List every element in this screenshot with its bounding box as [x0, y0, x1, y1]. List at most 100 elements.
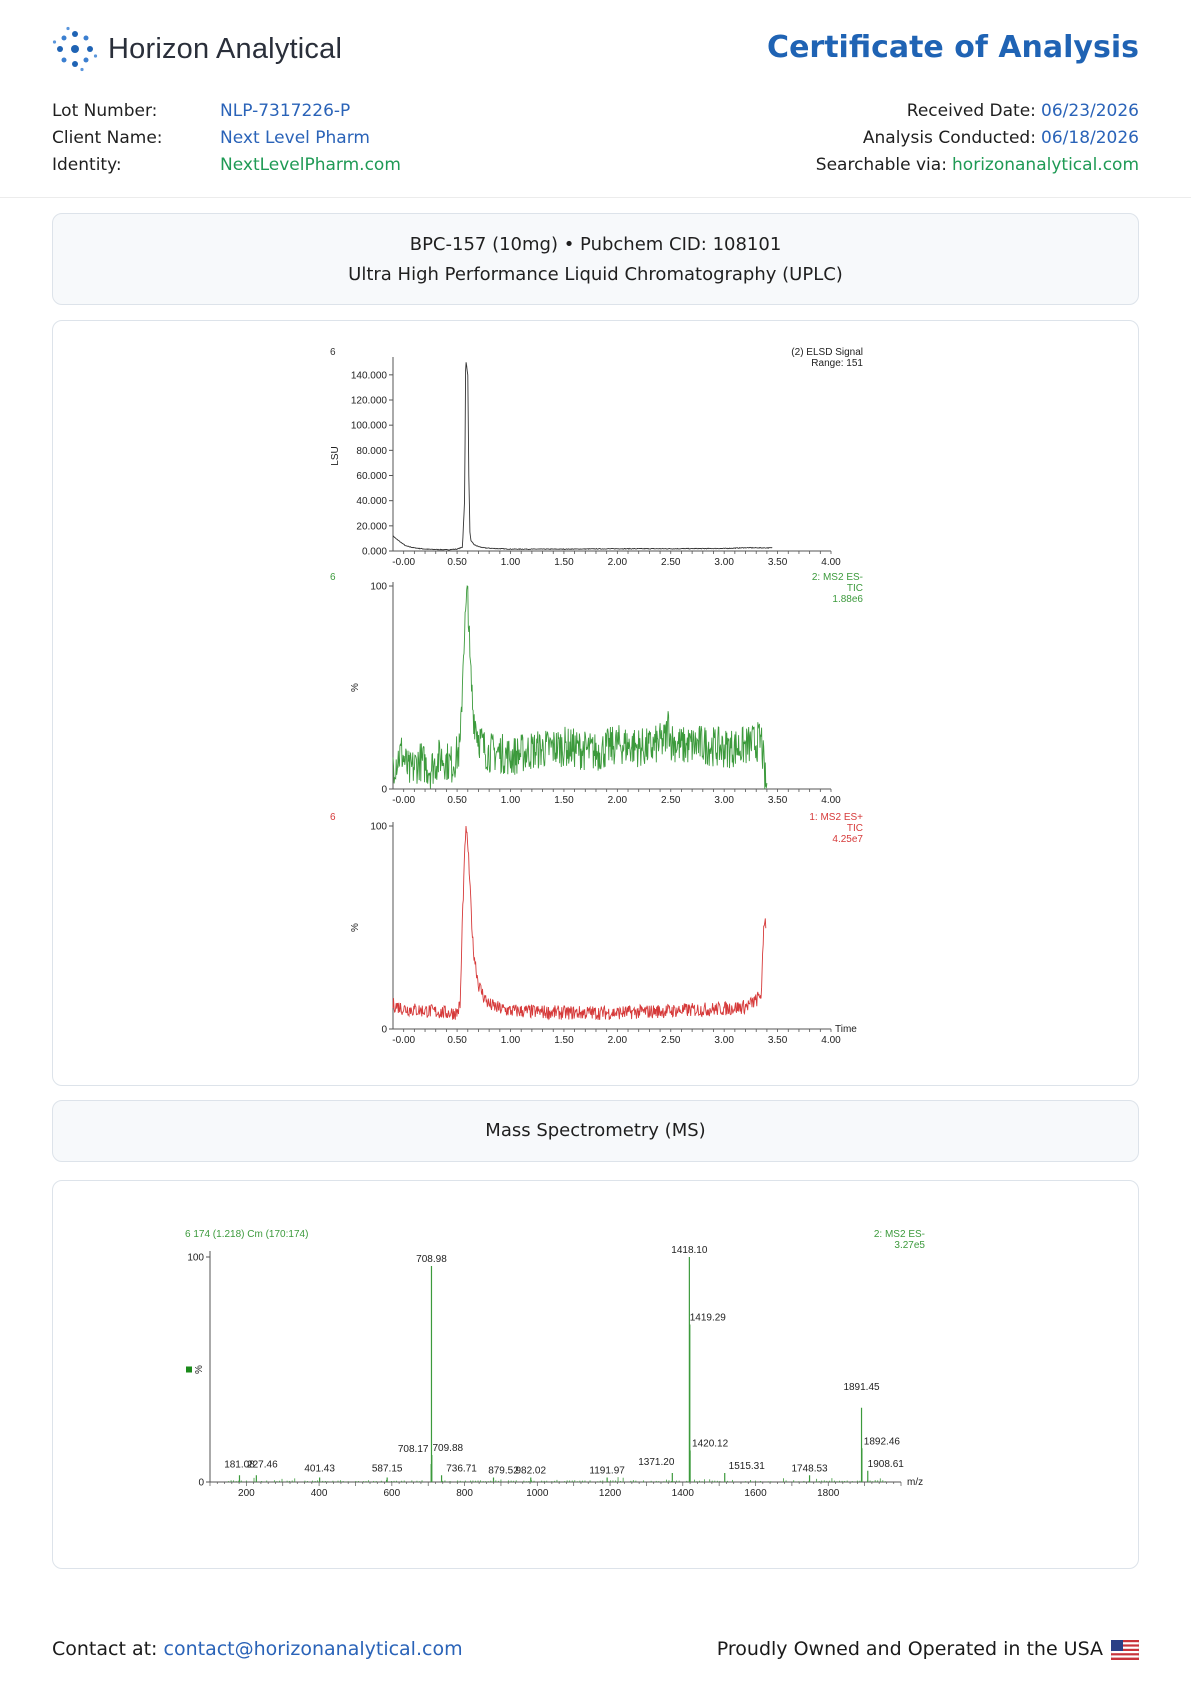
- x-tick-label: 400: [311, 1488, 328, 1499]
- y-tick-label: 20.000: [356, 521, 387, 532]
- chromatogram-trace-line: [392, 362, 773, 551]
- spectrum-legend-line: 2: MS2 ES-: [874, 1229, 925, 1240]
- peak-mz-label: 1908.61: [868, 1459, 905, 1470]
- y-axis-label: %: [350, 683, 361, 692]
- x-tick-label: 3.00: [714, 1035, 734, 1046]
- contact-label: Contact at:: [52, 1638, 158, 1660]
- peak-mz-label: 1191.97: [589, 1466, 625, 1477]
- y-tick-label: 100.000: [351, 421, 388, 432]
- peak-mz-label: 1418.10: [671, 1245, 708, 1256]
- x-tick-label: 2.00: [608, 1035, 628, 1046]
- peak-mz-label: 1371.20: [638, 1457, 675, 1468]
- identity-link[interactable]: NextLevelPharm.com: [220, 155, 401, 175]
- trace-number-label: 6: [330, 347, 336, 358]
- ms-section-header: Mass Spectrometry (MS): [52, 1100, 1139, 1162]
- series-legend-line: 1.88e6: [832, 594, 863, 605]
- header-divider: [0, 197, 1191, 198]
- peak-mz-label: 1891.45: [843, 1382, 880, 1393]
- series-legend-line: 1: MS2 ES+: [809, 812, 863, 823]
- x-tick-label: 4.00: [821, 795, 841, 806]
- y-axis-label: %: [194, 1365, 205, 1374]
- peak-mz-label: 1420.12: [692, 1439, 729, 1450]
- y-tick-label: 100: [370, 582, 387, 593]
- x-tick-label: -0.00: [392, 557, 415, 568]
- searchable-link[interactable]: horizonanalytical.com: [952, 155, 1139, 175]
- identity-label: Identity:: [52, 155, 122, 175]
- x-tick-label: 4.00: [821, 1035, 841, 1046]
- peak-mz-label: 879.52: [488, 1466, 519, 1477]
- x-tick-label: 1200: [599, 1488, 622, 1499]
- trace-number-label: 6: [330, 812, 336, 823]
- y-tick-label: 140.000: [351, 370, 388, 381]
- document-title: Certificate of Analysis: [767, 30, 1139, 65]
- received-date-value: 06/23/2026: [1041, 101, 1139, 121]
- series-legend-line: 2: MS2 ES-: [812, 572, 863, 583]
- peak-mz-label: 1515.31: [729, 1461, 766, 1472]
- client-name-value: Next Level Pharm: [220, 128, 370, 148]
- series-marker-square: [186, 1366, 192, 1373]
- x-tick-label: 1000: [526, 1488, 549, 1499]
- x-tick-label: 1.50: [554, 1035, 574, 1046]
- y-tick-label: 0: [381, 785, 387, 796]
- peak-mz-label: 736.71: [446, 1463, 477, 1474]
- received-date-label: Received Date:: [906, 101, 1036, 121]
- x-tick-label: 1.00: [501, 557, 521, 568]
- x-axis-label: m/z: [907, 1477, 923, 1488]
- peak-mz-label: 1892.46: [864, 1436, 901, 1447]
- x-tick-label: 1400: [672, 1488, 695, 1499]
- chromatogram-panel: 6 (2) ELSD Signal Range: 151 0.000 20.000 40.…: [52, 320, 1139, 1086]
- x-tick-label: 2.50: [661, 1035, 681, 1046]
- x-tick-label: 2.50: [661, 557, 681, 568]
- searchable-label: Searchable via:: [815, 155, 947, 175]
- x-tick-label: 0.50: [447, 795, 467, 806]
- x-tick-label: -0.00: [392, 1035, 415, 1046]
- y-axis-label: %: [350, 923, 361, 932]
- chromatogram-trace-line: [392, 825, 767, 1021]
- contact-email-link[interactable]: contact@horizonanalytical.com: [163, 1638, 463, 1660]
- x-tick-label: 1.00: [501, 795, 521, 806]
- series-legend-line: Range: 151: [811, 358, 863, 369]
- x-tick-label: 1800: [817, 1488, 840, 1499]
- peak-mz-label: 708.98: [416, 1254, 447, 1265]
- x-tick-label: -0.00: [392, 795, 415, 806]
- searchable-row: Searchable via: horizonanalytical.com: [816, 155, 1139, 175]
- x-tick-label: 3.50: [768, 1035, 788, 1046]
- company-name: Horizon Analytical: [108, 33, 343, 65]
- compound-line: BPC-157 (10mg) • Pubchem CID: 108101: [409, 234, 782, 255]
- x-tick-label: 3.00: [714, 557, 734, 568]
- x-tick-label: 3.50: [768, 557, 788, 568]
- y-tick-label: 80.000: [356, 446, 387, 457]
- footer-contact: Contact at: contact@horizonanalytical.co…: [52, 1638, 463, 1660]
- x-tick-label: 1.00: [501, 1035, 521, 1046]
- y-tick-label: 60.000: [356, 471, 387, 482]
- peak-mz-label: 1748.53: [791, 1463, 828, 1474]
- series-legend-line: TIC: [847, 823, 863, 834]
- peak-mz-label: 587.15: [372, 1464, 403, 1475]
- chromatogram-trace-line: [392, 585, 768, 790]
- x-tick-label: 800: [456, 1488, 473, 1499]
- y-axis-label: LSU: [330, 446, 341, 465]
- x-tick-label: 0.50: [447, 1035, 467, 1046]
- analysis-conducted-value: 06/18/2026: [1041, 128, 1139, 148]
- y-tick-label: 120.000: [351, 396, 388, 407]
- peak-mz-label: 708.17: [398, 1444, 429, 1455]
- x-tick-label: 600: [383, 1488, 400, 1499]
- y-tick-label: 0: [198, 1478, 204, 1489]
- received-date-row: Received Date: 06/23/2026: [907, 101, 1139, 121]
- x-tick-label: 2.50: [661, 795, 681, 806]
- x-tick-label: 3.00: [714, 795, 734, 806]
- peak-mz-label: 982.02: [515, 1466, 546, 1477]
- spectrum-header-label: 6 174 (1.218) Cm (170:174): [185, 1229, 308, 1240]
- client-name-label: Client Name:: [52, 128, 163, 148]
- series-legend-line: TIC: [847, 583, 863, 594]
- series-legend-line: (2) ELSD Signal: [791, 347, 863, 358]
- x-tick-label: 1.50: [554, 795, 574, 806]
- ms-title: Mass Spectrometry (MS): [485, 1120, 706, 1141]
- x-tick-label: 1.50: [554, 557, 574, 568]
- x-tick-label: 3.50: [768, 795, 788, 806]
- footer-origin-text: Proudly Owned and Operated in the USA: [716, 1638, 1103, 1660]
- company-logo: Horizon Analytical: [52, 26, 352, 74]
- lot-number-label: Lot Number:: [52, 101, 158, 121]
- x-tick-label: 4.00: [821, 557, 841, 568]
